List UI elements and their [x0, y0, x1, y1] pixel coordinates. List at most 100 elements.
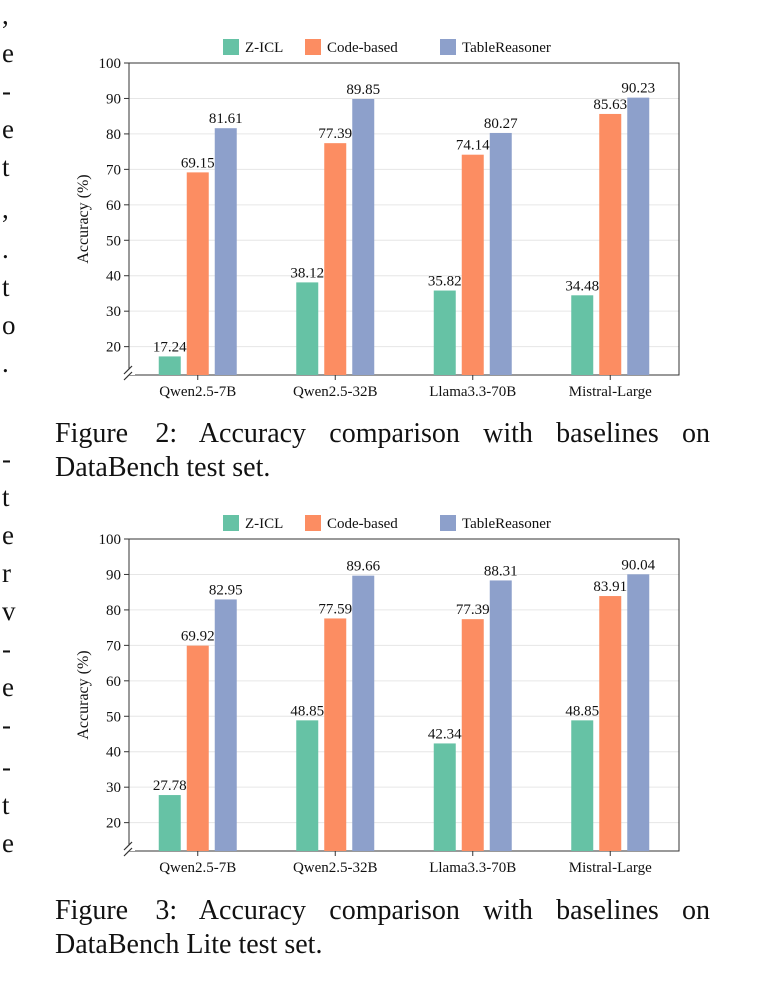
legend-swatch: [440, 515, 456, 531]
margin-fragment: t: [2, 790, 10, 820]
bar-value-label: 69.92: [181, 629, 215, 645]
legend-swatch: [223, 39, 239, 55]
bar-value-label: 89.66: [346, 559, 380, 575]
y-axis-label: Accuracy (%): [75, 174, 92, 263]
legend-label: Z-ICL: [245, 516, 283, 532]
margin-fragment: -: [2, 634, 11, 664]
legend-label: Code-based: [327, 40, 398, 56]
margin-fragment: -: [2, 710, 11, 740]
margin-fragment: -: [2, 752, 11, 782]
bar-tablereasoner: [352, 575, 375, 851]
bar-tablereasoner: [489, 580, 512, 851]
legend: Z-ICL Code-based TableReasoner: [223, 515, 551, 532]
bar-z-icl: [158, 795, 181, 851]
bar-tablereasoner: [214, 599, 237, 851]
y-tick-label: 70: [106, 162, 121, 178]
bar-value-label: 34.48: [565, 278, 599, 294]
bar-z-icl: [571, 720, 594, 851]
bar-value-label: 89.85: [346, 82, 380, 98]
axis-break-gap: [123, 845, 135, 851]
bar-value-label: 90.23: [621, 81, 655, 97]
bar-value-label: 27.78: [153, 778, 187, 794]
axis-break-mark: [123, 841, 133, 851]
legend-label: TableReasoner: [462, 40, 551, 56]
bar-code-based: [599, 596, 622, 851]
bar-code-based: [461, 619, 484, 851]
y-tick-label: 60: [106, 198, 121, 214]
x-tick-label: Mistral-Large: [569, 860, 652, 876]
bar-tablereasoner: [214, 128, 237, 375]
legend-swatch: [440, 39, 456, 55]
margin-fragment: -: [2, 76, 11, 106]
x-tick-label: Llama3.3-70B: [429, 384, 516, 400]
bar-z-icl: [296, 282, 319, 375]
y-tick-label: 30: [106, 780, 121, 796]
figure-3-caption: Figure 3: Accuracy comparison with basel…: [55, 894, 710, 962]
bar-code-based: [186, 645, 209, 851]
y-tick-label: 30: [106, 304, 121, 320]
margin-fragment: .: [2, 234, 9, 264]
legend-label: Z-ICL: [245, 40, 283, 56]
y-tick-label: 20: [106, 816, 121, 832]
y-tick-label: 90: [106, 567, 121, 583]
axis-break-gap: [123, 369, 135, 375]
bar-code-based: [186, 172, 209, 375]
figure-3-chart: 20 30 40 50 60 70 80 90 100 Accuracy (%) 27.78 69.9…: [55, 506, 715, 878]
legend-swatch: [305, 39, 321, 55]
y-tick-label: 70: [106, 638, 121, 654]
bar-value-label: 69.15: [181, 155, 215, 171]
bar-value-label: 38.12: [290, 265, 324, 281]
bar-value-label: 77.59: [318, 601, 352, 617]
bar-value-label: 17.24: [153, 339, 187, 355]
margin-fragment: e: [2, 114, 14, 144]
bar-code-based: [599, 113, 622, 375]
margin-fragment: e: [2, 38, 14, 68]
axis-break-mark: [123, 371, 133, 381]
legend-label: Code-based: [327, 516, 398, 532]
legend-swatch: [223, 515, 239, 531]
bar-tablereasoner: [627, 574, 650, 851]
figure-2-caption: Figure 2: Accuracy comparison with basel…: [55, 417, 710, 485]
figure-2-caption-text: Accuracy comparison with baselines on Da…: [55, 418, 710, 483]
figure-3-bar-chart-svg: 20 30 40 50 60 70 80 90 100 Accuracy (%) 27.78 69.9…: [75, 515, 680, 876]
margin-fragment: e: [2, 828, 14, 858]
bar-tablereasoner: [489, 132, 512, 375]
margin-fragment: ,: [2, 0, 9, 30]
plot-frame: [128, 62, 680, 376]
margin-fragment: .: [2, 348, 9, 378]
margin-fragment: e: [2, 672, 14, 702]
y-tick-label: 100: [99, 532, 122, 548]
margin-fragment: e: [2, 520, 14, 550]
bar-value-label: 77.39: [456, 602, 490, 618]
x-tick-label: Qwen2.5-7B: [159, 860, 236, 876]
y-tick-label: 50: [106, 709, 121, 725]
plot-frame: [128, 538, 680, 852]
y-tick-label: 80: [106, 127, 121, 143]
y-tick-label: 80: [106, 603, 121, 619]
bar-z-icl: [433, 743, 456, 851]
y-tick-label: 100: [99, 56, 122, 72]
bar-value-label: 48.85: [565, 703, 599, 719]
x-tick-label: Qwen2.5-32B: [293, 384, 378, 400]
bar-code-based: [324, 618, 347, 851]
margin-fragment: -: [2, 444, 11, 474]
bar-value-label: 48.85: [290, 703, 324, 719]
y-tick-label: 60: [106, 674, 121, 690]
bar-code-based: [461, 154, 484, 375]
bar-z-icl: [433, 290, 456, 375]
bar-z-icl: [571, 295, 594, 375]
bar-z-icl: [296, 720, 319, 851]
y-tick-label: 50: [106, 233, 121, 249]
margin-fragment: t: [2, 272, 10, 302]
legend-swatch: [305, 515, 321, 531]
bar-tablereasoner: [627, 97, 650, 375]
y-tick-label: 40: [106, 745, 121, 761]
bar-value-label: 81.61: [209, 111, 243, 127]
bar-tablereasoner: [352, 98, 375, 376]
legend-label: TableReasoner: [462, 516, 551, 532]
y-tick-label: 90: [106, 91, 121, 107]
x-tick-label: Mistral-Large: [569, 384, 652, 400]
y-axis-label: Accuracy (%): [75, 650, 92, 739]
margin-fragment: t: [2, 482, 10, 512]
